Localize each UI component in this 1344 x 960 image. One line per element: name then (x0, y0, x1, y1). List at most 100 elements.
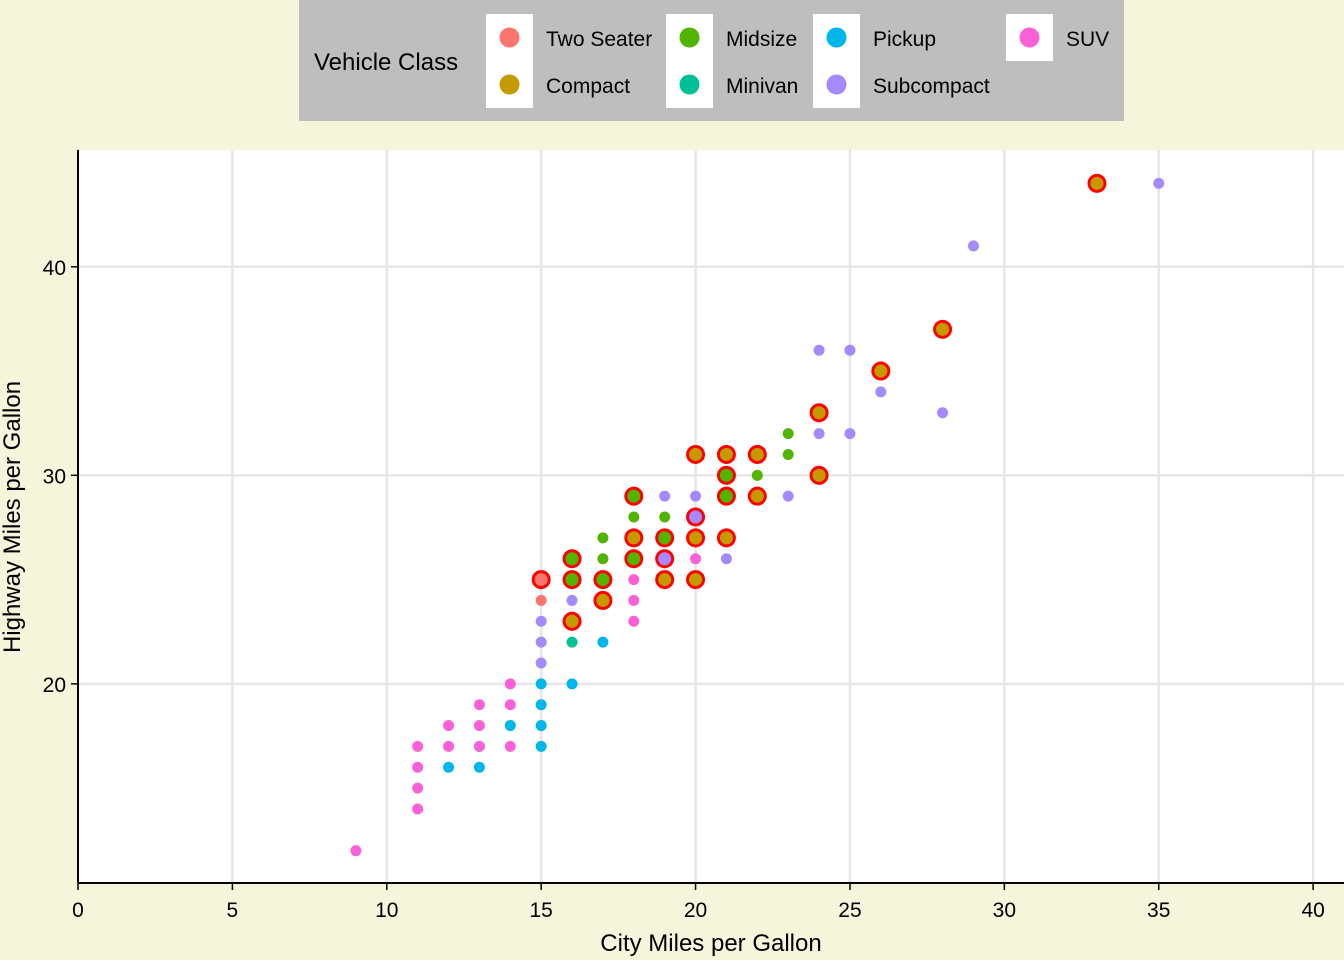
data-point-pickup (443, 761, 455, 773)
data-point-compact (689, 573, 703, 587)
data-point-subcompact (937, 407, 949, 419)
legend-swatch-subcompact (826, 74, 847, 95)
legend-title: Vehicle Class (314, 49, 458, 76)
data-point-compact (719, 447, 733, 461)
data-point-midsize (627, 489, 641, 503)
data-point-subcompact (535, 657, 547, 669)
legend-label: Compact (546, 75, 630, 98)
data-point-subcompact (535, 615, 547, 627)
x-tick-label: 20 (684, 899, 707, 922)
data-point-compact (936, 322, 950, 336)
data-point-subcompact (566, 594, 578, 606)
x-tick-label: 10 (375, 899, 398, 922)
legend-label: Midsize (726, 28, 797, 51)
data-point-midsize (719, 468, 733, 482)
y-axis-label: Highway Miles per Gallon (0, 381, 26, 653)
data-point-midsize (597, 553, 609, 565)
data-point-suv (350, 845, 362, 857)
data-point-midsize (659, 511, 671, 523)
data-point-pickup (535, 720, 547, 732)
data-point-compact (719, 531, 733, 545)
data-point-midsize (565, 552, 579, 566)
x-tick-label: 0 (72, 899, 84, 922)
x-tick-label: 15 (529, 899, 552, 922)
data-point-subcompact (720, 553, 732, 565)
legend-label: Pickup (873, 28, 936, 51)
data-point-compact (750, 447, 764, 461)
data-point-midsize (658, 531, 672, 545)
data-point-compact (874, 364, 888, 378)
data-point-midsize (565, 573, 579, 587)
x-tick-label: 30 (993, 899, 1016, 922)
legend-label: Two Seater (546, 28, 652, 51)
data-point-suv (504, 740, 516, 752)
data-point-midsize (751, 469, 763, 481)
data-point-suv (412, 803, 424, 815)
data-point-2seater (535, 594, 547, 606)
legend-swatch-2seater (499, 27, 520, 48)
legend: Vehicle Class Two Seater Compact Midsize Mi… (299, 0, 1124, 121)
data-point-subcompact (875, 386, 887, 398)
data-point-subcompact (844, 344, 856, 356)
data-point-compact (1090, 176, 1104, 190)
legend-swatch-compact (499, 74, 520, 95)
data-point-compact (812, 406, 826, 420)
legend-swatch-minivan (679, 74, 700, 95)
legend-swatch-midsize (679, 27, 700, 48)
data-point-midsize (628, 511, 640, 523)
x-axis-label: City Miles per Gallon (600, 930, 821, 957)
data-point-compact (596, 593, 610, 607)
x-tick-label: 25 (838, 899, 861, 922)
x-tick-label: 35 (1147, 899, 1170, 922)
data-point-suv (443, 740, 455, 752)
y-tick-label: 30 (43, 465, 66, 488)
x-tick-label: 40 (1301, 899, 1324, 922)
data-point-suv (473, 699, 485, 711)
data-point-midsize (719, 489, 733, 503)
data-point-subcompact (813, 344, 825, 356)
data-point-suv (504, 699, 516, 711)
legend-label: Minivan (726, 75, 798, 98)
data-point-subcompact (690, 490, 702, 502)
data-point-compact (565, 614, 579, 628)
data-point-suv (412, 782, 424, 794)
data-point-pickup (597, 636, 609, 648)
data-point-midsize (782, 448, 794, 460)
data-point-2seater (534, 573, 548, 587)
data-point-compact (627, 531, 641, 545)
y-tick-label: 40 (43, 257, 66, 280)
data-point-pickup (535, 740, 547, 752)
panel (78, 150, 1344, 883)
data-point-compact (812, 468, 826, 482)
data-point-subcompact (658, 552, 672, 566)
data-point-suv (412, 740, 424, 752)
data-point-suv (628, 594, 640, 606)
legend-swatch-suv (1019, 27, 1040, 48)
data-point-midsize (627, 552, 641, 566)
data-point-pickup (535, 678, 547, 690)
data-point-subcompact (1153, 177, 1165, 189)
data-point-subcompact (813, 428, 825, 440)
x-tick-label: 5 (227, 899, 239, 922)
points-layer (350, 173, 1165, 857)
data-point-suv (628, 574, 640, 586)
data-point-midsize (597, 532, 609, 544)
data-point-suv (473, 740, 485, 752)
data-point-subcompact (782, 490, 794, 502)
data-point-suv (504, 678, 516, 690)
legend-label: SUV (1066, 28, 1109, 51)
data-point-pickup (473, 761, 485, 773)
data-point-subcompact (659, 490, 671, 502)
data-point-suv (412, 761, 424, 773)
data-point-midsize (782, 428, 794, 440)
data-point-pickup (504, 720, 516, 732)
data-point-pickup (535, 699, 547, 711)
legend-label: Subcompact (873, 75, 990, 98)
data-point-suv (628, 615, 640, 627)
data-point-compact (689, 447, 703, 461)
data-point-subcompact (967, 240, 979, 252)
data-point-pickup (566, 678, 578, 690)
axes: 0 5 10 15 20 25 30 35 40 20 30 40 (43, 150, 1344, 922)
data-point-compact (658, 573, 672, 587)
